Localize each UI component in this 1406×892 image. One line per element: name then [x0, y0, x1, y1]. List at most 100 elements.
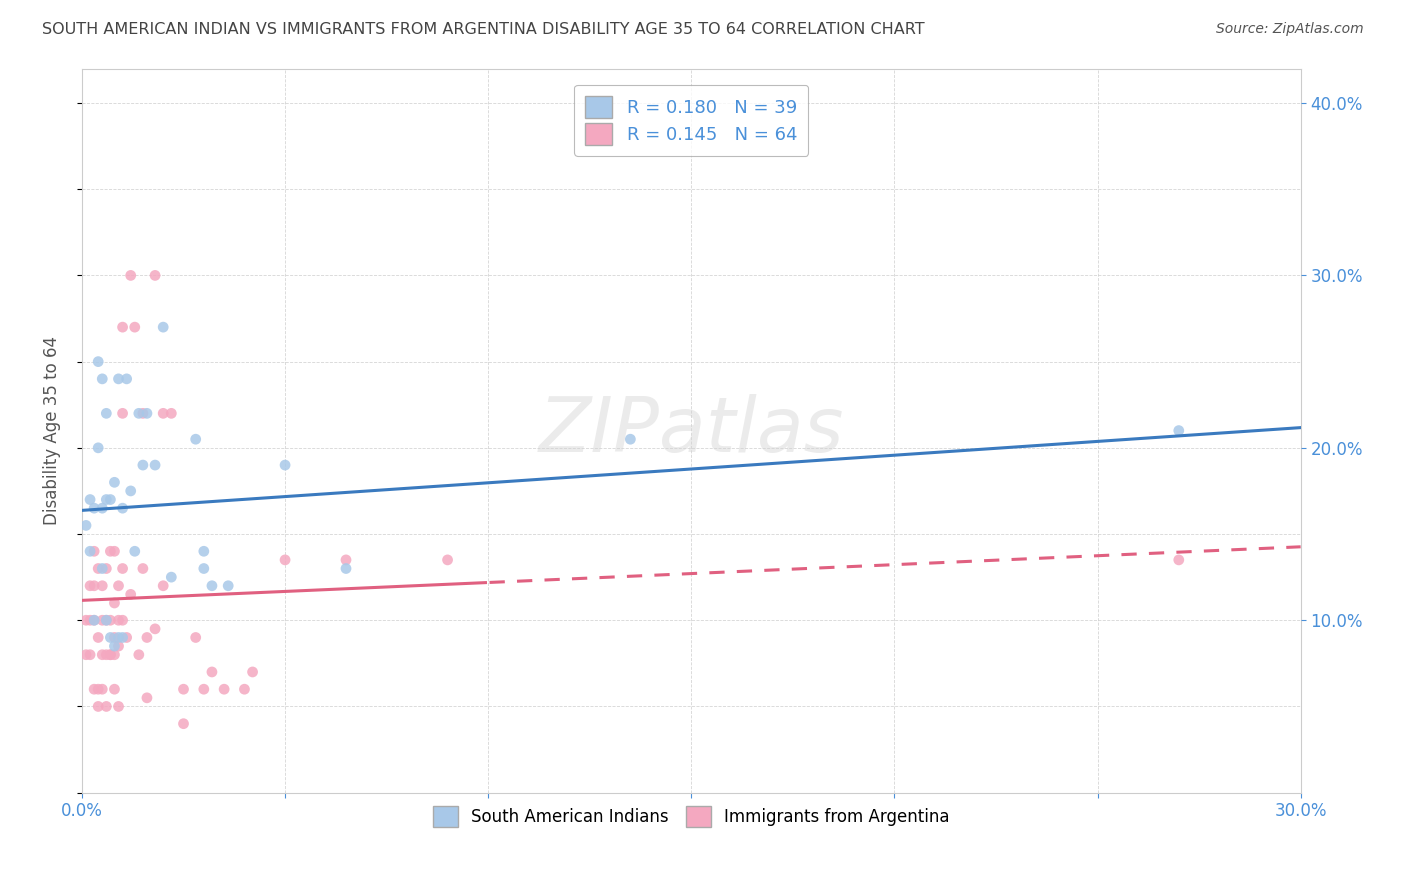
- Point: [335, 553, 357, 567]
- Point: [132, 561, 155, 575]
- Point: [83, 544, 105, 558]
- Point: [217, 579, 239, 593]
- Point: [1167, 553, 1189, 567]
- Point: [152, 406, 174, 420]
- Point: [100, 492, 122, 507]
- Point: [79, 648, 101, 662]
- Point: [87, 682, 110, 697]
- Point: [87, 631, 110, 645]
- Point: [160, 570, 183, 584]
- Point: [107, 639, 129, 653]
- Point: [111, 406, 134, 420]
- Point: [103, 639, 125, 653]
- Point: [143, 458, 166, 472]
- Point: [1167, 424, 1189, 438]
- Text: SOUTH AMERICAN INDIAN VS IMMIGRANTS FROM ARGENTINA DISABILITY AGE 35 TO 64 CORRE: SOUTH AMERICAN INDIAN VS IMMIGRANTS FROM…: [42, 22, 925, 37]
- Point: [83, 613, 105, 627]
- Point: [91, 648, 114, 662]
- Point: [107, 372, 129, 386]
- Point: [143, 268, 166, 283]
- Point: [436, 553, 458, 567]
- Point: [96, 699, 118, 714]
- Point: [111, 613, 134, 627]
- Point: [115, 631, 138, 645]
- Point: [96, 613, 118, 627]
- Point: [193, 544, 215, 558]
- Point: [111, 320, 134, 334]
- Point: [91, 561, 114, 575]
- Point: [75, 648, 97, 662]
- Point: [152, 320, 174, 334]
- Point: [128, 648, 150, 662]
- Text: Source: ZipAtlas.com: Source: ZipAtlas.com: [1216, 22, 1364, 37]
- Point: [111, 631, 134, 645]
- Point: [124, 320, 146, 334]
- Point: [274, 458, 297, 472]
- Point: [83, 613, 105, 627]
- Point: [100, 648, 122, 662]
- Point: [100, 631, 122, 645]
- Point: [87, 441, 110, 455]
- Point: [136, 406, 159, 420]
- Point: [83, 682, 105, 697]
- Point: [128, 406, 150, 420]
- Point: [143, 622, 166, 636]
- Point: [100, 613, 122, 627]
- Point: [136, 690, 159, 705]
- Legend: South American Indians, Immigrants from Argentina: South American Indians, Immigrants from …: [425, 798, 957, 835]
- Point: [120, 587, 142, 601]
- Point: [120, 268, 142, 283]
- Point: [160, 406, 183, 420]
- Point: [132, 406, 155, 420]
- Point: [107, 631, 129, 645]
- Point: [115, 372, 138, 386]
- Point: [132, 458, 155, 472]
- Point: [103, 596, 125, 610]
- Point: [79, 613, 101, 627]
- Point: [173, 682, 195, 697]
- Point: [184, 631, 207, 645]
- Point: [184, 432, 207, 446]
- Point: [96, 492, 118, 507]
- Point: [173, 716, 195, 731]
- Point: [212, 682, 235, 697]
- Point: [96, 613, 118, 627]
- Point: [79, 544, 101, 558]
- Point: [111, 501, 134, 516]
- Point: [201, 665, 224, 679]
- Point: [96, 406, 118, 420]
- Point: [107, 613, 129, 627]
- Point: [124, 544, 146, 558]
- Point: [75, 518, 97, 533]
- Point: [242, 665, 264, 679]
- Point: [75, 613, 97, 627]
- Point: [83, 501, 105, 516]
- Point: [100, 544, 122, 558]
- Point: [107, 699, 129, 714]
- Point: [79, 492, 101, 507]
- Point: [91, 682, 114, 697]
- Point: [87, 561, 110, 575]
- Point: [619, 432, 641, 446]
- Point: [103, 648, 125, 662]
- Point: [107, 579, 129, 593]
- Point: [91, 501, 114, 516]
- Point: [233, 682, 256, 697]
- Point: [103, 475, 125, 490]
- Point: [91, 579, 114, 593]
- Point: [103, 631, 125, 645]
- Text: ZIPatlas: ZIPatlas: [538, 393, 844, 467]
- Point: [83, 579, 105, 593]
- Point: [91, 372, 114, 386]
- Point: [96, 561, 118, 575]
- Point: [201, 579, 224, 593]
- Point: [100, 648, 122, 662]
- Point: [111, 561, 134, 575]
- Point: [87, 699, 110, 714]
- Point: [152, 579, 174, 593]
- Point: [136, 631, 159, 645]
- Point: [193, 682, 215, 697]
- Point: [335, 561, 357, 575]
- Point: [91, 613, 114, 627]
- Point: [274, 553, 297, 567]
